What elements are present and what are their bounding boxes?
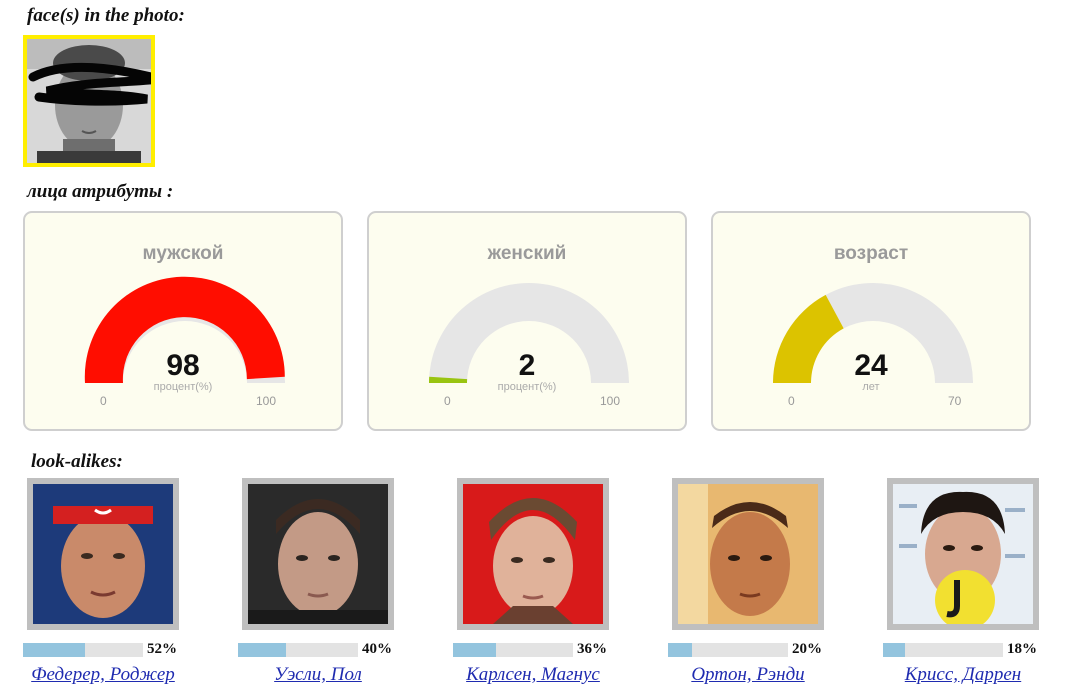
similarity-percent: 40% <box>362 641 392 657</box>
similarity-bar <box>453 643 573 657</box>
similarity-bar-fill <box>883 643 905 657</box>
gauge-unit: процент(%) <box>153 381 213 393</box>
similarity-percent: 36% <box>577 641 607 657</box>
similarity-bar-fill <box>668 643 692 657</box>
detected-face-thumbnail[interactable] <box>23 35 155 167</box>
similarity-bar-fill <box>453 643 497 657</box>
person-photo-icon <box>463 484 603 624</box>
gauge-value: 2 <box>518 349 536 382</box>
person-photo-icon <box>893 484 1033 624</box>
lookalike-name-link[interactable]: Уэсли, Пол <box>274 664 362 685</box>
gauge-card-age: возраст 24 лет 0 70 <box>711 211 1031 431</box>
lookalike-photo[interactable] <box>27 478 179 630</box>
lookalike-photo[interactable] <box>242 478 394 630</box>
gauge-value: 98 <box>166 349 200 382</box>
gauge-card-male: мужской 98 процент(%) 0 100 <box>23 211 343 431</box>
similarity-bar-fill <box>23 643 86 657</box>
faces-section-title: face(s) in the photo: <box>27 5 185 26</box>
lookalike-name-link[interactable]: Ортон, Рэнди <box>691 664 805 685</box>
face-photo-icon <box>27 39 151 163</box>
gauge-title: возраст <box>833 243 909 264</box>
similarity-bar-fill <box>238 643 286 657</box>
lookalike-name-link[interactable]: Карлсен, Магнус <box>466 664 600 685</box>
lookalikes-section-title: look-alikes: <box>31 451 123 472</box>
gauge-title: мужской <box>142 243 224 264</box>
attributes-section-title: лица атрибуты : <box>27 181 174 202</box>
gauge-min: 0 <box>444 394 451 408</box>
gauge-title: женский <box>487 243 567 264</box>
lookalike-item: 18% Крисс, Даррен <box>883 478 1063 688</box>
similarity-bar <box>238 643 358 657</box>
person-photo-icon <box>678 484 818 624</box>
gauge-max: 100 <box>600 394 621 408</box>
similarity-percent: 52% <box>147 641 177 657</box>
gauge-card-female: женский 2 процент(%) 0 100 <box>367 211 687 431</box>
gauge-min: 0 <box>100 394 107 408</box>
lookalike-item: 52% Федерер, Роджер <box>23 478 203 688</box>
gauge-max: 100 <box>256 394 277 408</box>
lookalike-name-link[interactable]: Федерер, Роджер <box>31 664 175 685</box>
similarity-bar <box>668 643 788 657</box>
lookalike-item: 40% Уэсли, Пол <box>238 478 418 688</box>
lookalike-photo[interactable] <box>672 478 824 630</box>
gauge-value: 24 <box>854 349 888 382</box>
similarity-bar <box>883 643 1003 657</box>
person-photo-icon <box>33 484 173 624</box>
lookalike-photo[interactable] <box>457 478 609 630</box>
similarity-percent: 18% <box>1007 641 1037 657</box>
gauge-min: 0 <box>788 394 795 408</box>
person-photo-icon <box>248 484 388 624</box>
gauge-fill <box>429 376 468 383</box>
gauge-unit: лет <box>862 381 880 393</box>
lookalike-item: 20% Ортон, Рэнди <box>668 478 848 688</box>
gauge-arc <box>429 283 629 383</box>
lookalike-name-link[interactable]: Крисс, Даррен <box>904 664 1022 685</box>
gauge-fill <box>773 294 844 383</box>
gauge-max: 70 <box>948 394 962 408</box>
gauge-fill <box>84 276 285 383</box>
gauge-unit: процент(%) <box>497 381 557 393</box>
lookalike-item: 36% Карлсен, Магнус <box>453 478 633 688</box>
censor-scribble-icon <box>28 63 151 106</box>
similarity-bar <box>23 643 143 657</box>
gauge-track <box>429 283 629 383</box>
lookalike-photo[interactable] <box>887 478 1039 630</box>
gauge-arc <box>84 276 285 383</box>
similarity-percent: 20% <box>792 641 822 657</box>
gauge-arc <box>773 283 973 383</box>
